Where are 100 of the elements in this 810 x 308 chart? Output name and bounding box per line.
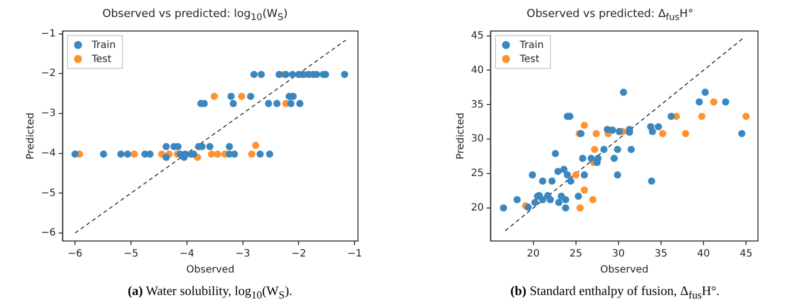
point xyxy=(594,154,602,162)
point xyxy=(287,100,294,108)
y-tick-label: 35 xyxy=(470,99,484,110)
point xyxy=(592,130,600,138)
y-tick-label: 45 xyxy=(470,30,484,42)
point xyxy=(296,100,304,108)
point xyxy=(698,112,706,120)
point xyxy=(610,154,618,162)
point xyxy=(600,146,608,154)
point xyxy=(548,178,556,185)
x-tick-label: 45 xyxy=(740,248,752,260)
point xyxy=(620,88,628,96)
point xyxy=(710,98,718,106)
point xyxy=(266,150,274,158)
y-tick-label: −2 xyxy=(40,68,56,80)
point xyxy=(288,70,296,78)
point xyxy=(562,196,570,204)
point xyxy=(682,130,690,138)
x-tick-label: 25 xyxy=(569,248,582,260)
y-tick-label: −5 xyxy=(40,188,56,199)
point xyxy=(696,98,703,106)
x-tick-label: −1 xyxy=(347,248,362,260)
point xyxy=(552,150,560,158)
x-tick-label: −6 xyxy=(68,248,82,260)
y-tick-label: −1 xyxy=(40,28,56,40)
point xyxy=(738,130,746,138)
point xyxy=(206,142,214,150)
point xyxy=(590,146,598,154)
x-tick-label: −2 xyxy=(291,248,306,260)
y-tick-label: 20 xyxy=(470,202,484,214)
y-tick-label: 25 xyxy=(470,168,484,180)
x-tick-label: −4 xyxy=(180,248,194,260)
point xyxy=(722,98,730,106)
point xyxy=(524,204,532,211)
point xyxy=(648,178,656,185)
point xyxy=(589,196,596,204)
point xyxy=(554,168,562,176)
point xyxy=(100,150,108,158)
text: (b) Standard enthalpy of fusion, Δ$_{fus}$H°. xyxy=(509,283,721,302)
point xyxy=(238,92,246,100)
point xyxy=(230,150,238,158)
point xyxy=(146,150,154,158)
point xyxy=(580,186,588,194)
point xyxy=(654,123,662,130)
point xyxy=(576,204,584,212)
legend-label: Train xyxy=(520,40,544,50)
point xyxy=(117,150,124,158)
legend-label: Train xyxy=(92,40,116,50)
point xyxy=(252,142,260,149)
point xyxy=(210,92,218,100)
y-axis-title: Predicted xyxy=(456,112,467,160)
point xyxy=(162,154,170,161)
point xyxy=(628,146,635,154)
point xyxy=(614,146,622,154)
point xyxy=(250,70,258,78)
legend-label: Test xyxy=(520,54,540,64)
text: (a) Water solubility, log$_{10}$(W$_{S}$). xyxy=(126,283,294,302)
point xyxy=(564,171,571,178)
point xyxy=(702,88,709,96)
point xyxy=(539,178,546,185)
x-axis-title: Observed xyxy=(186,264,234,276)
point xyxy=(616,128,623,136)
point xyxy=(130,150,138,158)
point xyxy=(208,150,216,158)
point xyxy=(227,92,235,100)
point xyxy=(514,196,521,204)
y-tick-label: −3 xyxy=(40,108,56,120)
y-axis-title: Predicted xyxy=(26,112,37,160)
point xyxy=(256,150,264,158)
point xyxy=(668,112,675,120)
point xyxy=(247,92,254,100)
point xyxy=(588,154,595,162)
point xyxy=(226,142,233,150)
point xyxy=(539,196,546,204)
point xyxy=(528,171,536,178)
y-tick-label: −4 xyxy=(40,148,56,159)
y-tick-label: −6 xyxy=(40,228,56,239)
point xyxy=(572,171,580,178)
x-tick-label: −3 xyxy=(235,248,250,260)
point xyxy=(555,198,562,206)
point xyxy=(248,150,256,158)
point xyxy=(742,112,750,120)
legend-label: Test xyxy=(92,54,112,64)
y-tick-label: 30 xyxy=(470,134,484,145)
point xyxy=(500,204,508,212)
x-tick-label: 30 xyxy=(612,248,625,260)
x-tick-label: −5 xyxy=(124,248,138,260)
x-axis-title: Observed xyxy=(600,264,648,276)
point xyxy=(614,171,622,178)
point xyxy=(562,204,570,212)
point xyxy=(276,70,283,78)
point xyxy=(580,122,588,129)
point xyxy=(560,166,568,173)
point xyxy=(648,128,656,136)
point xyxy=(567,178,574,185)
point xyxy=(230,100,237,108)
point xyxy=(273,100,281,108)
x-tick-label: 35 xyxy=(654,248,668,260)
point xyxy=(579,154,586,162)
chart-title: Observed vs predicted: log$_{10}$(W$_{S}$) xyxy=(101,7,289,24)
